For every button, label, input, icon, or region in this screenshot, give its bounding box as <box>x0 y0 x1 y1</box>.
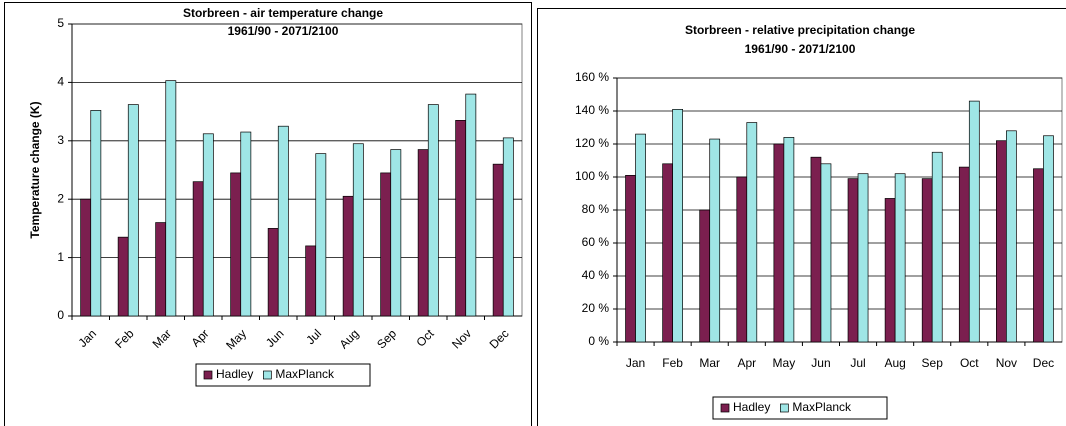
bar <box>202 133 214 317</box>
bar <box>277 125 289 317</box>
chart-title: Storbreen - relative precipitation chang… <box>685 23 915 37</box>
y-tick-label: 5 <box>57 16 64 30</box>
bar <box>709 138 721 343</box>
chart-subtitle: 1961/90 - 2071/2100 <box>228 24 339 38</box>
bar <box>662 163 673 343</box>
y-tick-label: 40 % <box>582 268 610 282</box>
bar <box>192 181 204 317</box>
x-tick-label: Jan <box>626 356 645 370</box>
bar <box>230 172 242 317</box>
bar <box>315 153 327 317</box>
y-tick-label: 2 <box>57 191 64 205</box>
legend-swatch <box>720 403 730 413</box>
y-axis-title: Temperature change (K) <box>28 101 42 238</box>
bar <box>165 80 177 317</box>
bar <box>155 222 167 317</box>
bar <box>240 131 252 317</box>
bar <box>380 172 392 317</box>
bar <box>1043 135 1054 343</box>
y-tick-label: 60 % <box>582 235 610 249</box>
y-tick-label: 1 <box>57 250 64 264</box>
bar <box>699 209 711 343</box>
bar <box>1006 130 1017 343</box>
bar <box>90 110 102 317</box>
x-tick-label: Apr <box>737 356 756 370</box>
legend-box <box>195 363 371 387</box>
bar <box>746 122 758 343</box>
legend-label: Hadley <box>216 367 253 381</box>
y-tick-label: 20 % <box>582 301 610 315</box>
bar <box>1033 168 1044 343</box>
x-tick-label: Aug <box>884 356 905 370</box>
y-tick-label: 100 % <box>575 169 609 183</box>
x-tick-label: May <box>773 356 796 370</box>
x-tick-label: Mar <box>699 356 720 370</box>
x-tick-label: Jun <box>811 356 830 370</box>
bar <box>921 178 933 343</box>
x-tick-label: Oct <box>960 356 979 370</box>
bar <box>502 137 514 317</box>
bar <box>847 178 859 343</box>
bar <box>635 133 646 343</box>
bar <box>894 173 906 343</box>
bar <box>465 93 477 317</box>
y-tick-label: 140 % <box>575 103 609 117</box>
x-tick-label: Feb <box>662 356 683 370</box>
x-tick-label: Jul <box>850 356 865 370</box>
legend-swatch <box>263 370 272 380</box>
bar <box>857 173 869 343</box>
bar <box>417 149 429 317</box>
bar <box>455 120 467 317</box>
bar <box>820 163 832 343</box>
y-tick-label: 160 % <box>575 70 609 84</box>
y-tick-label: 0 % <box>588 334 609 348</box>
plot-area <box>71 23 523 317</box>
bar <box>492 163 504 317</box>
x-tick-label: Dec <box>1033 356 1054 370</box>
bar <box>958 166 970 343</box>
y-tick-label: 0 <box>57 308 64 322</box>
bar <box>342 195 354 317</box>
bar <box>884 198 896 343</box>
legend-label: MaxPlanck <box>792 400 852 414</box>
bar <box>352 143 364 317</box>
x-tick-label: Sep <box>922 356 944 370</box>
bar <box>267 228 279 317</box>
legend-swatch <box>203 370 213 380</box>
bar <box>773 143 785 343</box>
bar <box>783 137 795 343</box>
bar <box>736 176 748 343</box>
legend-box <box>712 396 888 420</box>
y-tick-label: 80 % <box>582 202 610 216</box>
bar <box>810 156 822 343</box>
legend-label: Hadley <box>733 400 770 414</box>
bar <box>672 108 683 343</box>
chart-title: Storbreen - air temperature change <box>183 6 383 20</box>
bar <box>117 236 129 317</box>
legend-swatch <box>780 403 789 413</box>
bar <box>390 149 402 317</box>
bar <box>427 104 439 317</box>
y-tick-label: 3 <box>57 133 64 147</box>
y-tick-label: 4 <box>57 75 64 89</box>
bar <box>996 140 1007 343</box>
bar <box>127 104 139 317</box>
bar <box>931 151 943 343</box>
bar <box>80 198 92 317</box>
legend-label: MaxPlanck <box>275 367 335 381</box>
bar <box>625 175 636 343</box>
bar <box>305 245 317 317</box>
y-tick-label: 120 % <box>575 136 609 150</box>
chart-subtitle: 1961/90 - 2071/2100 <box>745 42 856 56</box>
bar <box>968 100 980 343</box>
x-tick-label: Nov <box>996 356 1017 370</box>
